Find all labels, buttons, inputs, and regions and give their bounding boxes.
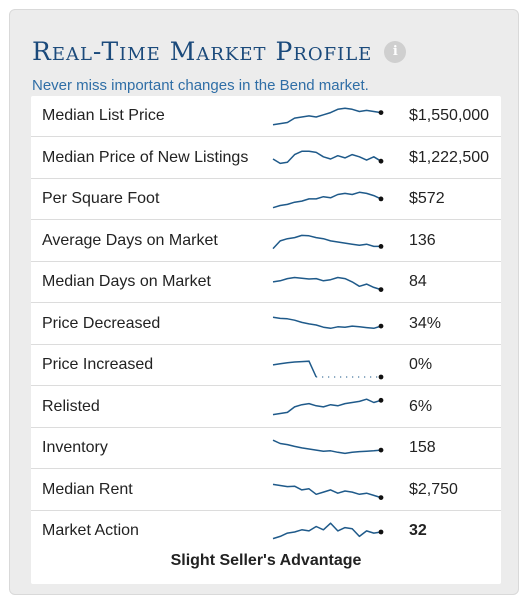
sparkline-endpoint xyxy=(378,374,384,380)
sparkline-endpoint xyxy=(378,447,384,453)
title-row: Real-Time Market Profile i xyxy=(32,37,407,66)
metric-value: $572 xyxy=(409,190,445,207)
metric-row: Price Decreased 34% xyxy=(31,304,501,345)
sparkline-endpoint xyxy=(378,397,384,403)
panel-subtitle: Never miss important changes in the Bend… xyxy=(32,77,369,94)
metric-row: Median Price of New Listings $1,222,500 xyxy=(31,138,501,179)
trend-sparkline xyxy=(272,316,384,329)
trend-sparkline xyxy=(272,483,384,500)
metric-row: Price Increased 0% xyxy=(31,345,501,386)
sparkline-endpoint xyxy=(378,110,384,115)
sparkline-endpoint xyxy=(378,287,384,292)
sparkline-path xyxy=(272,150,382,164)
trend-sparkline xyxy=(272,234,384,249)
metric-value: 136 xyxy=(409,231,436,249)
metric-row: Per Square Foot $572 xyxy=(31,179,501,220)
metric-label: Inventory xyxy=(42,439,108,456)
metric-value: 84 xyxy=(409,273,427,290)
metric-value: 34% xyxy=(409,314,442,332)
metric-label: Median Rent xyxy=(42,480,133,498)
sparkline-path xyxy=(272,439,382,455)
sparkline-path xyxy=(272,397,382,415)
sparkline-path xyxy=(272,360,317,378)
sparkline-path xyxy=(272,234,381,249)
info-icon[interactable]: i xyxy=(384,40,407,63)
metric-value: 32 xyxy=(409,522,427,539)
metric-value: $2,750 xyxy=(409,480,458,498)
metric-label: Average Days on Market xyxy=(42,231,218,249)
trend-sparkline xyxy=(272,360,384,380)
sparkline-path xyxy=(272,316,382,329)
sparkline-path xyxy=(272,107,382,126)
sparkline-path xyxy=(272,522,382,540)
metric-label: Median List Price xyxy=(42,107,165,124)
trend-sparkline xyxy=(272,397,384,415)
market-profile-panel: Real-Time Market Profile i Never miss im… xyxy=(9,9,519,595)
metric-row: Median Rent $2,750 xyxy=(31,470,501,511)
trend-sparkline xyxy=(272,107,384,126)
metric-row: Average Days on Market 136 xyxy=(31,221,501,262)
market-status-label: Slight Seller's Advantage xyxy=(170,552,362,569)
metric-value: 158 xyxy=(409,439,436,456)
metric-row: Inventory 158 xyxy=(31,428,501,469)
trend-sparkline xyxy=(272,150,384,164)
sparkline-endpoint xyxy=(378,196,384,202)
trend-sparkline xyxy=(272,276,384,292)
sparkline-endpoint xyxy=(378,158,384,164)
panel-title: Real-Time Market Profile xyxy=(32,37,373,66)
metric-label: Median Days on Market xyxy=(42,273,211,290)
trend-sparkline xyxy=(272,191,384,209)
metric-row: Market Action 32 xyxy=(31,511,501,552)
sparkline-endpoint xyxy=(378,323,384,328)
metric-row: Median Days on Market 84 xyxy=(31,262,501,303)
metric-value: 0% xyxy=(409,356,433,373)
metric-label: Median Price of New Listings xyxy=(42,148,249,166)
metrics-table: Market Action 32 Median Rent $2,750 Inventor… xyxy=(31,96,501,584)
sparkline-path xyxy=(272,276,382,291)
sparkline-endpoint xyxy=(378,243,384,249)
metric-label: Per Square Foot xyxy=(42,190,160,207)
metric-value: $1,550,000 xyxy=(409,107,490,124)
sparkline-endpoint xyxy=(378,529,384,535)
metric-row: Median List Price $1,550,000 xyxy=(31,96,501,137)
metric-value: $1,222,500 xyxy=(409,148,490,166)
sparkline-path xyxy=(272,191,382,209)
trend-sparkline xyxy=(272,439,384,455)
metric-value: 6% xyxy=(409,397,433,415)
metric-label: Relisted xyxy=(42,397,100,415)
trend-sparkline xyxy=(272,522,384,540)
metric-label: Price Increased xyxy=(42,356,154,373)
metric-row: Relisted 6% xyxy=(31,387,501,428)
sparkline-path xyxy=(272,483,382,498)
metric-label: Market Action xyxy=(42,522,139,539)
metric-label: Price Decreased xyxy=(42,314,161,332)
sparkline-endpoint xyxy=(378,494,384,500)
